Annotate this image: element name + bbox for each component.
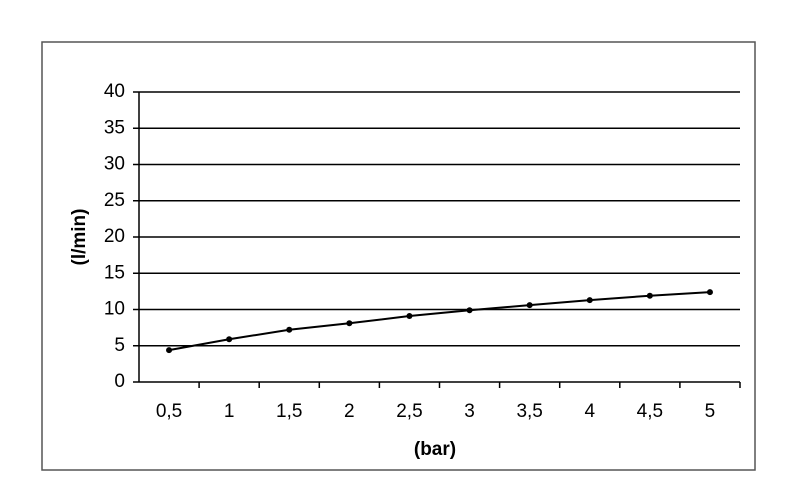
data-point <box>406 313 413 320</box>
data-point <box>346 320 353 327</box>
y-tick-label: 35 <box>104 117 125 138</box>
data-line <box>168 291 711 352</box>
data-point <box>286 326 293 333</box>
x-tick-label: 1 <box>224 401 235 422</box>
x-tick-label: 5 <box>705 401 716 422</box>
x-tick-label: 2,5 <box>396 401 422 422</box>
data-point <box>706 289 713 296</box>
data-point <box>466 307 473 314</box>
y-tick-label: 10 <box>104 299 125 320</box>
x-tick-label: 4,5 <box>637 401 663 422</box>
data-point <box>526 302 533 309</box>
y-tick-label: 5 <box>114 335 125 356</box>
data-point <box>226 336 233 343</box>
y-tick-label: 30 <box>104 154 125 175</box>
y-tick-label: 20 <box>104 226 125 247</box>
y-tick-label: 0 <box>114 371 125 392</box>
data-point <box>586 297 593 304</box>
x-tick-label: 0,5 <box>156 401 182 422</box>
x-tick-label: 1,5 <box>276 401 302 422</box>
y-axis-title: (l/min) <box>69 209 90 266</box>
x-tick-label: 3,5 <box>516 401 542 422</box>
data-point <box>646 292 653 299</box>
x-tick-label: 4 <box>584 401 595 422</box>
x-tick-label: 3 <box>464 401 475 422</box>
x-tick-label: 2 <box>344 401 355 422</box>
y-tick-label: 40 <box>104 81 125 102</box>
data-point <box>166 347 173 354</box>
y-tick-label: 25 <box>104 190 125 211</box>
y-tick-label: 15 <box>104 262 125 283</box>
x-axis-title: (bar) <box>414 439 456 460</box>
chart-frame <box>41 41 756 471</box>
